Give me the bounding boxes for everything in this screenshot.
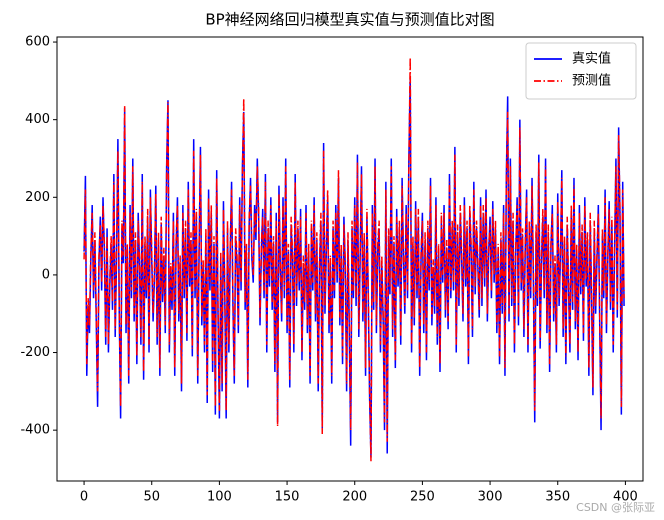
x-tick-label: 350 [545,490,570,505]
y-tick-label: -400 [20,423,50,438]
x-tick-label: 150 [275,490,300,505]
x-tick-label: 200 [342,490,367,505]
legend-label: 真实值 [572,51,611,67]
legend-label: 预测值 [572,73,611,89]
y-tick-label: 200 [25,190,50,205]
watermark: CSDN @张际亚 [576,501,655,514]
x-tick-label: 50 [143,490,160,505]
series-line [83,57,625,462]
plot-frame [56,36,644,482]
x-tick-label: 300 [478,490,503,505]
x-tick-label: 0 [80,490,88,505]
x-tick-label: 100 [207,490,232,505]
y-tick-label: 400 [25,112,50,127]
y-tick-label: 600 [25,35,50,50]
y-tick-label: 0 [42,267,50,282]
y-tick-label: -200 [20,345,50,360]
chart-title: BP神经网络回归模型真实值与预测值比对图 [205,11,494,29]
x-tick-label: 400 [613,490,638,505]
x-tick-label: 250 [410,490,435,505]
legend-box [525,42,637,100]
